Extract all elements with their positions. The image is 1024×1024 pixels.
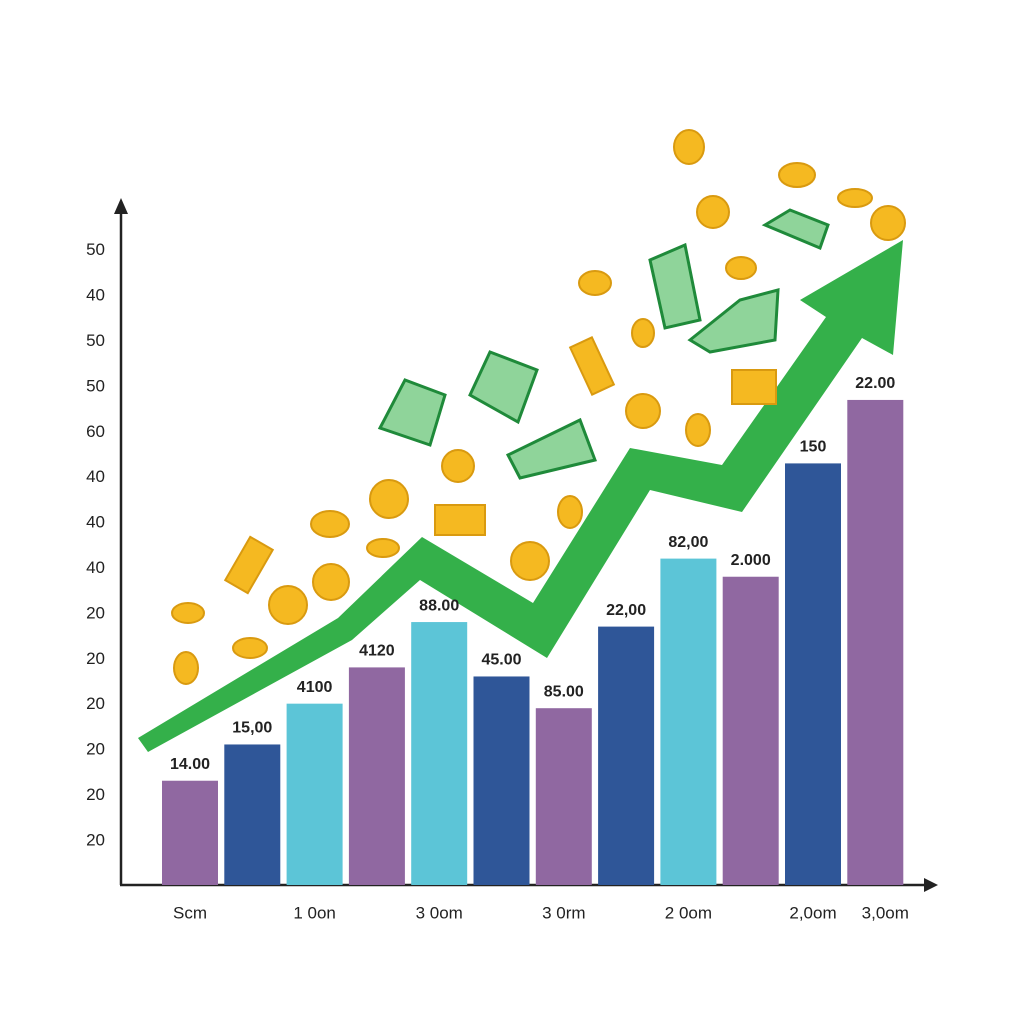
x-tick-label: 2 0om: [665, 903, 712, 922]
bar: [411, 622, 468, 885]
trend-arrow: [138, 240, 903, 752]
decoration: [114, 129, 938, 892]
x-tick-label: 3 0rm: [542, 903, 585, 922]
y-tick-label: 50: [86, 240, 105, 259]
bar-label: 15,00: [232, 720, 272, 737]
y-tick-label: 20: [86, 740, 105, 759]
bar-label: 22.00: [855, 375, 895, 392]
y-tick-label: 20: [86, 830, 105, 849]
x-tick-label: 3 0om: [416, 903, 463, 922]
bar: [785, 463, 841, 885]
y-tick-label: 50: [86, 331, 105, 350]
y-tick-label: 20: [86, 785, 105, 804]
bar: [660, 558, 717, 885]
bar: [598, 626, 655, 885]
bar-label: 82,00: [668, 534, 708, 551]
y-tick-label: 40: [86, 467, 105, 486]
x-tick-label: 2,0om: [789, 903, 836, 922]
x-tick-label: 1 0on: [293, 903, 336, 922]
y-tick-label: 40: [86, 558, 105, 577]
bar: [348, 667, 405, 885]
x-tick-label: Scm: [173, 903, 207, 922]
y-tick-label: 20: [86, 649, 105, 668]
bar-label: 4100: [297, 679, 333, 696]
bar-label: 22,00: [606, 602, 646, 619]
y-tick-label: 40: [86, 286, 105, 305]
y-tick-label: 20: [86, 694, 105, 713]
bar-label: 88.00: [419, 597, 459, 614]
bar: [847, 399, 904, 885]
bar: [535, 708, 592, 885]
x-tick-label: 3,0om: [862, 903, 909, 922]
bar: [473, 676, 530, 885]
bar-label: 150: [800, 439, 827, 456]
bar-label: 2.000: [731, 552, 771, 569]
bar-label: 4120: [359, 643, 395, 660]
bar: [286, 703, 343, 885]
bar: [722, 576, 779, 885]
bar-label: 14.00: [170, 756, 210, 773]
y-tick-label: 50: [86, 376, 105, 395]
bar: [224, 744, 281, 885]
y-tick-label: 40: [86, 513, 105, 532]
y-tick-label: 20: [86, 603, 105, 622]
bar-label: 85.00: [544, 683, 584, 700]
y-tick-label: 60: [86, 422, 105, 441]
bar-label: 45.00: [481, 652, 521, 669]
bar: [162, 780, 218, 885]
